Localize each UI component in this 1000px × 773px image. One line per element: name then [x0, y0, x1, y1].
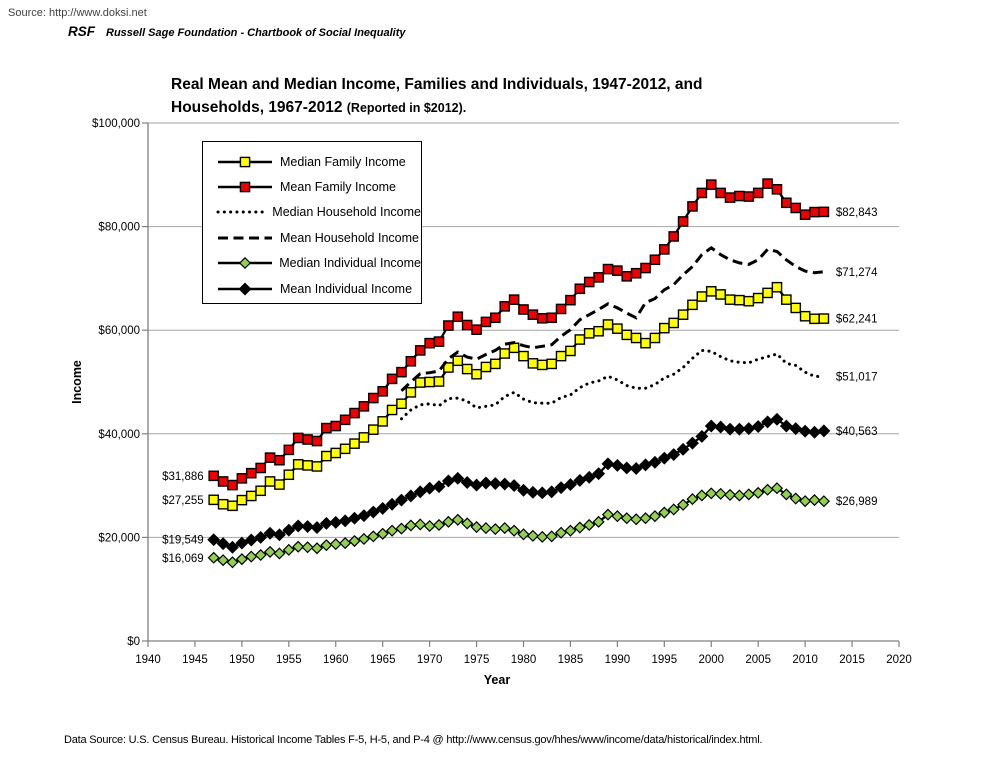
legend-item-mean_individual: Mean Individual Income: [216, 276, 421, 301]
chart-title: Real Mean and Median Income, Families an…: [171, 73, 702, 120]
legend-sample-mean_family: [218, 181, 272, 193]
legend-label: Median Individual Income: [279, 256, 421, 271]
x-tick-label: 1970: [417, 654, 443, 666]
x-tick-label: 1990: [605, 654, 631, 666]
chart-legend: Median Family Income Mean Family Income Me…: [202, 141, 422, 304]
legend-sample-median_family: [218, 156, 272, 167]
y-tick-label: $80,000: [98, 222, 140, 234]
legend-label: Median Family Income: [280, 154, 406, 169]
rsf-logo-text: RSF: [68, 24, 95, 39]
annotation-right-4: $82,843: [836, 207, 878, 219]
chart-title-line1: Real Mean and Median Income, Families an…: [171, 76, 703, 93]
series-markers-mean_individual: [207, 412, 831, 554]
x-tick-label: 2015: [839, 654, 865, 666]
value-annotations: $31,886 $27,255 $19,549 $16,069 $82,843 $71,2…: [162, 207, 878, 565]
y-tick-label: $40,000: [98, 429, 140, 441]
x-tick-label: 2010: [792, 654, 818, 666]
legend-item-mean_household: Mean Household Income: [216, 225, 421, 250]
series-line-median_household: [400, 348, 826, 421]
x-tick-label: 2020: [886, 654, 912, 666]
x-tick-label: 1945: [182, 654, 208, 666]
legend-item-median_family: Median Family Income: [216, 149, 421, 174]
x-tick-label: 2000: [698, 654, 724, 666]
legend-sample-median_individual: [218, 257, 272, 270]
chart-title-suffix: (Reported in $2012).: [346, 101, 467, 115]
x-tick-label: 1960: [323, 654, 349, 666]
brand-name-text: Russell Sage Foundation - Chartbook of S…: [106, 27, 406, 39]
legend-label: Median Household Income: [272, 205, 421, 220]
legend-label: Mean Household Income: [280, 230, 419, 245]
y-tick-label: $100,000: [92, 118, 140, 130]
x-tick-label: 1980: [511, 654, 537, 666]
legend-label: Mean Family Income: [280, 180, 397, 195]
axes: [142, 122, 900, 647]
annotation-left-2: $19,549: [162, 535, 204, 547]
annotation-left-0: $31,886: [162, 471, 204, 483]
legend-item-median_household: Median Household Income: [216, 200, 421, 225]
brand-header: RSF Russell Sage Foundation - Chartbook o…: [68, 23, 405, 41]
footer-data-source: Data Source: U.S. Census Bureau. Histori…: [64, 734, 763, 746]
series-markers-median_individual: [207, 482, 830, 569]
annotation-right-6: $62,241: [836, 314, 878, 326]
x-tick-label: 1965: [370, 654, 396, 666]
annotation-left-3: $16,069: [162, 553, 204, 565]
legend-label: Mean Individual Income: [280, 281, 413, 296]
x-tick-label: 1950: [229, 654, 255, 666]
annotation-right-5: $71,274: [836, 267, 878, 279]
series-markers-median_family: [208, 281, 830, 512]
annotation-left-1: $27,255: [162, 495, 204, 507]
legend-sample-mean_individual: [218, 282, 272, 296]
y-tick-label: $60,000: [98, 325, 140, 337]
watermark-source-url: Source: http://www.doksi.net: [8, 7, 147, 19]
axis-tick-labels: $0 $20,000 $40,000 $60,000 $80,000 $100,000 19…: [92, 118, 912, 666]
y-tick-label: $0: [127, 636, 140, 648]
x-tick-label: 1995: [652, 654, 678, 666]
x-tick-label: 2005: [745, 654, 771, 666]
legend-item-mean_family: Mean Family Income: [216, 174, 421, 199]
annotation-right-7: $51,017: [836, 372, 878, 384]
y-axis-title: Income: [70, 360, 84, 404]
annotation-right-9: $26,989: [836, 496, 878, 508]
legend-sample-mean_household: [218, 236, 272, 240]
y-tick-label: $20,000: [98, 532, 140, 544]
x-tick-label: 1955: [276, 654, 302, 666]
annotation-right-8: $40,563: [836, 426, 878, 438]
x-tick-label: 1975: [464, 654, 490, 666]
x-tick-label: 1940: [135, 654, 161, 666]
series-line-mean_household: [400, 245, 825, 392]
x-tick-label: 1985: [558, 654, 584, 666]
series-markers-mean_family: [208, 178, 830, 491]
chart-title-line2: Households, 1967-2012 (Reported in $2012…: [171, 99, 467, 116]
legend-sample-median_household: [216, 210, 267, 214]
x-axis-title: Year: [484, 673, 511, 687]
legend-item-median_individual: Median Individual Income: [216, 251, 421, 276]
